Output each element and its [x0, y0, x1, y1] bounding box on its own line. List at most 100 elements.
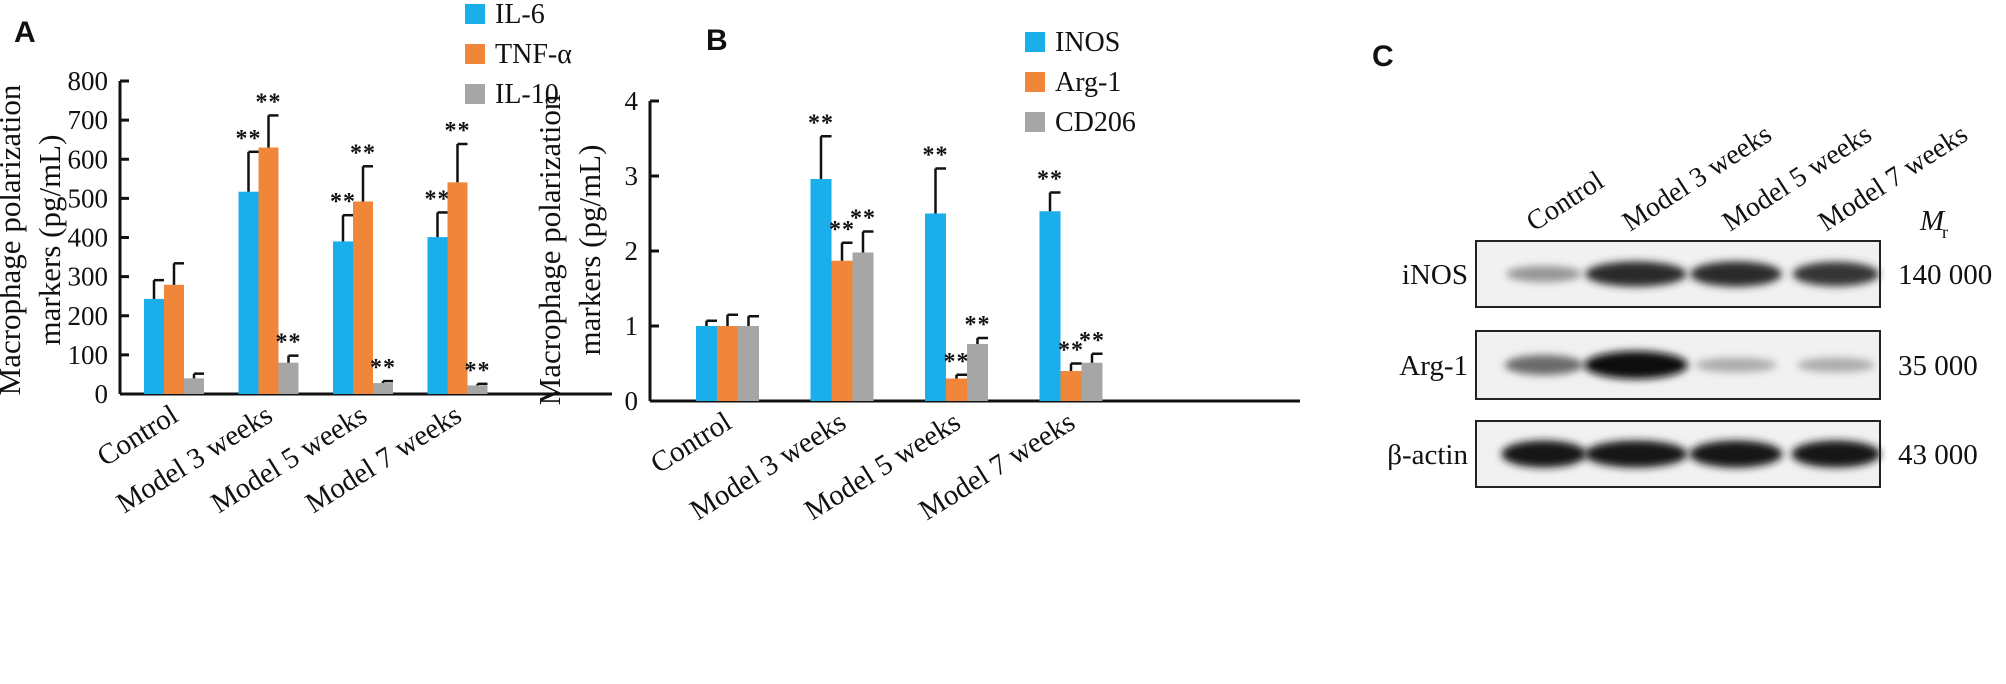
bar — [278, 362, 299, 394]
bar — [447, 182, 468, 394]
blot-band — [1506, 265, 1582, 283]
y-tick-label: 4 — [625, 86, 639, 116]
legend-swatch — [1025, 32, 1045, 52]
blot-band — [1504, 355, 1584, 375]
panel-a-letter: A — [14, 16, 36, 49]
bar — [810, 179, 832, 401]
x-tick-label: Control — [645, 406, 737, 480]
bar — [258, 147, 279, 394]
y-axis-label: Macrophage polarization — [532, 94, 567, 405]
bar — [184, 378, 204, 394]
blot-band — [1584, 351, 1688, 379]
blot-mr-value: 140 000 — [1898, 259, 1992, 291]
mr-header-subscript: r — [1942, 222, 1948, 242]
bar — [164, 284, 184, 394]
y-tick-label: 500 — [68, 183, 109, 213]
bar — [1081, 362, 1103, 401]
y-tick-label: 400 — [68, 223, 109, 253]
y-tick-label: 0 — [95, 379, 109, 409]
significance-mark: ** — [829, 217, 855, 243]
legend-swatch — [465, 4, 485, 24]
bar — [373, 383, 393, 394]
legend-swatch — [465, 44, 485, 64]
blot-mr-value: 35 000 — [1898, 350, 1978, 382]
significance-mark: ** — [1037, 167, 1063, 193]
bar — [852, 252, 874, 401]
significance-mark: ** — [1079, 328, 1105, 354]
significance-mark: ** — [808, 110, 834, 136]
blot-band — [1584, 440, 1688, 468]
blot-protein-label: β-actin — [1387, 439, 1468, 471]
blot-band — [1792, 261, 1880, 287]
significance-mark: ** — [965, 312, 991, 338]
y-axis-label: markers (pg/mL) — [572, 145, 607, 356]
blot-band — [1585, 261, 1687, 287]
significance-mark: ** — [1058, 338, 1084, 364]
y-tick-label: 0 — [625, 386, 639, 416]
legend-label: IL-10 — [495, 79, 559, 110]
bar — [696, 326, 717, 401]
legend-label: IL-6 — [495, 0, 545, 30]
blot-protein-label: Arg-1 — [1399, 350, 1468, 382]
bar — [1060, 371, 1082, 401]
significance-mark: ** — [276, 330, 302, 356]
blot-protein-label: iNOS — [1402, 259, 1468, 291]
legend-label: INOS — [1055, 27, 1120, 58]
bar — [1039, 211, 1061, 401]
significance-mark: ** — [923, 143, 949, 169]
blot-band — [1797, 357, 1875, 373]
bar — [738, 326, 759, 401]
bar — [946, 378, 967, 401]
y-tick-label: 3 — [625, 161, 639, 191]
legend-swatch — [465, 84, 485, 104]
significance-mark: ** — [330, 189, 356, 215]
chart-b: 0 1 2 3 4 Macrophage polarization markers (pg/… — [532, 27, 1300, 527]
blot-band — [1791, 440, 1881, 468]
y-tick-label: 200 — [68, 301, 109, 331]
bar — [353, 201, 373, 394]
y-tick-label: 700 — [68, 105, 109, 135]
significance-mark: ** — [944, 349, 970, 375]
y-tick-label: 2 — [625, 236, 639, 266]
significance-mark: ** — [350, 140, 376, 166]
legend-label: TNF-α — [495, 39, 572, 70]
blot-band — [1501, 440, 1587, 468]
bar — [925, 213, 946, 401]
y-tick-label: 100 — [68, 340, 109, 370]
blot-band — [1689, 440, 1783, 468]
significance-mark: ** — [445, 118, 471, 144]
panel-b-letter: B — [706, 24, 728, 57]
blot-lane-label: Control — [1521, 165, 1610, 238]
significance-mark: ** — [425, 186, 451, 212]
significance-mark: ** — [465, 358, 491, 384]
bar — [144, 298, 164, 394]
legend-label: CD206 — [1055, 107, 1136, 138]
y-tick-label: 300 — [68, 262, 109, 292]
y-axis-label: markers (pg/mL) — [32, 135, 67, 346]
significance-mark: ** — [850, 206, 876, 232]
legend-label: Arg-1 — [1055, 67, 1121, 98]
significance-mark: ** — [370, 355, 396, 381]
bar — [333, 241, 353, 394]
blot-band — [1695, 357, 1777, 373]
mr-header: M — [1919, 205, 1946, 237]
legend-swatch — [1025, 112, 1045, 132]
significance-mark: ** — [236, 126, 262, 152]
chart-a: 0 100 200 300 400 500 600 700 800 Macrophage pola… — [0, 0, 612, 520]
significance-mark: ** — [256, 89, 282, 115]
blot-band — [1690, 261, 1782, 287]
legend-swatch — [1025, 72, 1045, 92]
bar — [238, 191, 259, 394]
bar — [717, 326, 738, 401]
bar — [427, 237, 448, 394]
y-tick-label: 600 — [68, 144, 109, 174]
blot-mr-value: 43 000 — [1898, 439, 1978, 471]
bar — [967, 344, 988, 401]
y-axis-label: Macrophage polarization — [0, 84, 27, 395]
bar — [467, 385, 488, 394]
panel-c-letter: C — [1372, 40, 1394, 73]
y-tick-label: 1 — [625, 311, 639, 341]
y-tick-label: 800 — [68, 66, 109, 96]
